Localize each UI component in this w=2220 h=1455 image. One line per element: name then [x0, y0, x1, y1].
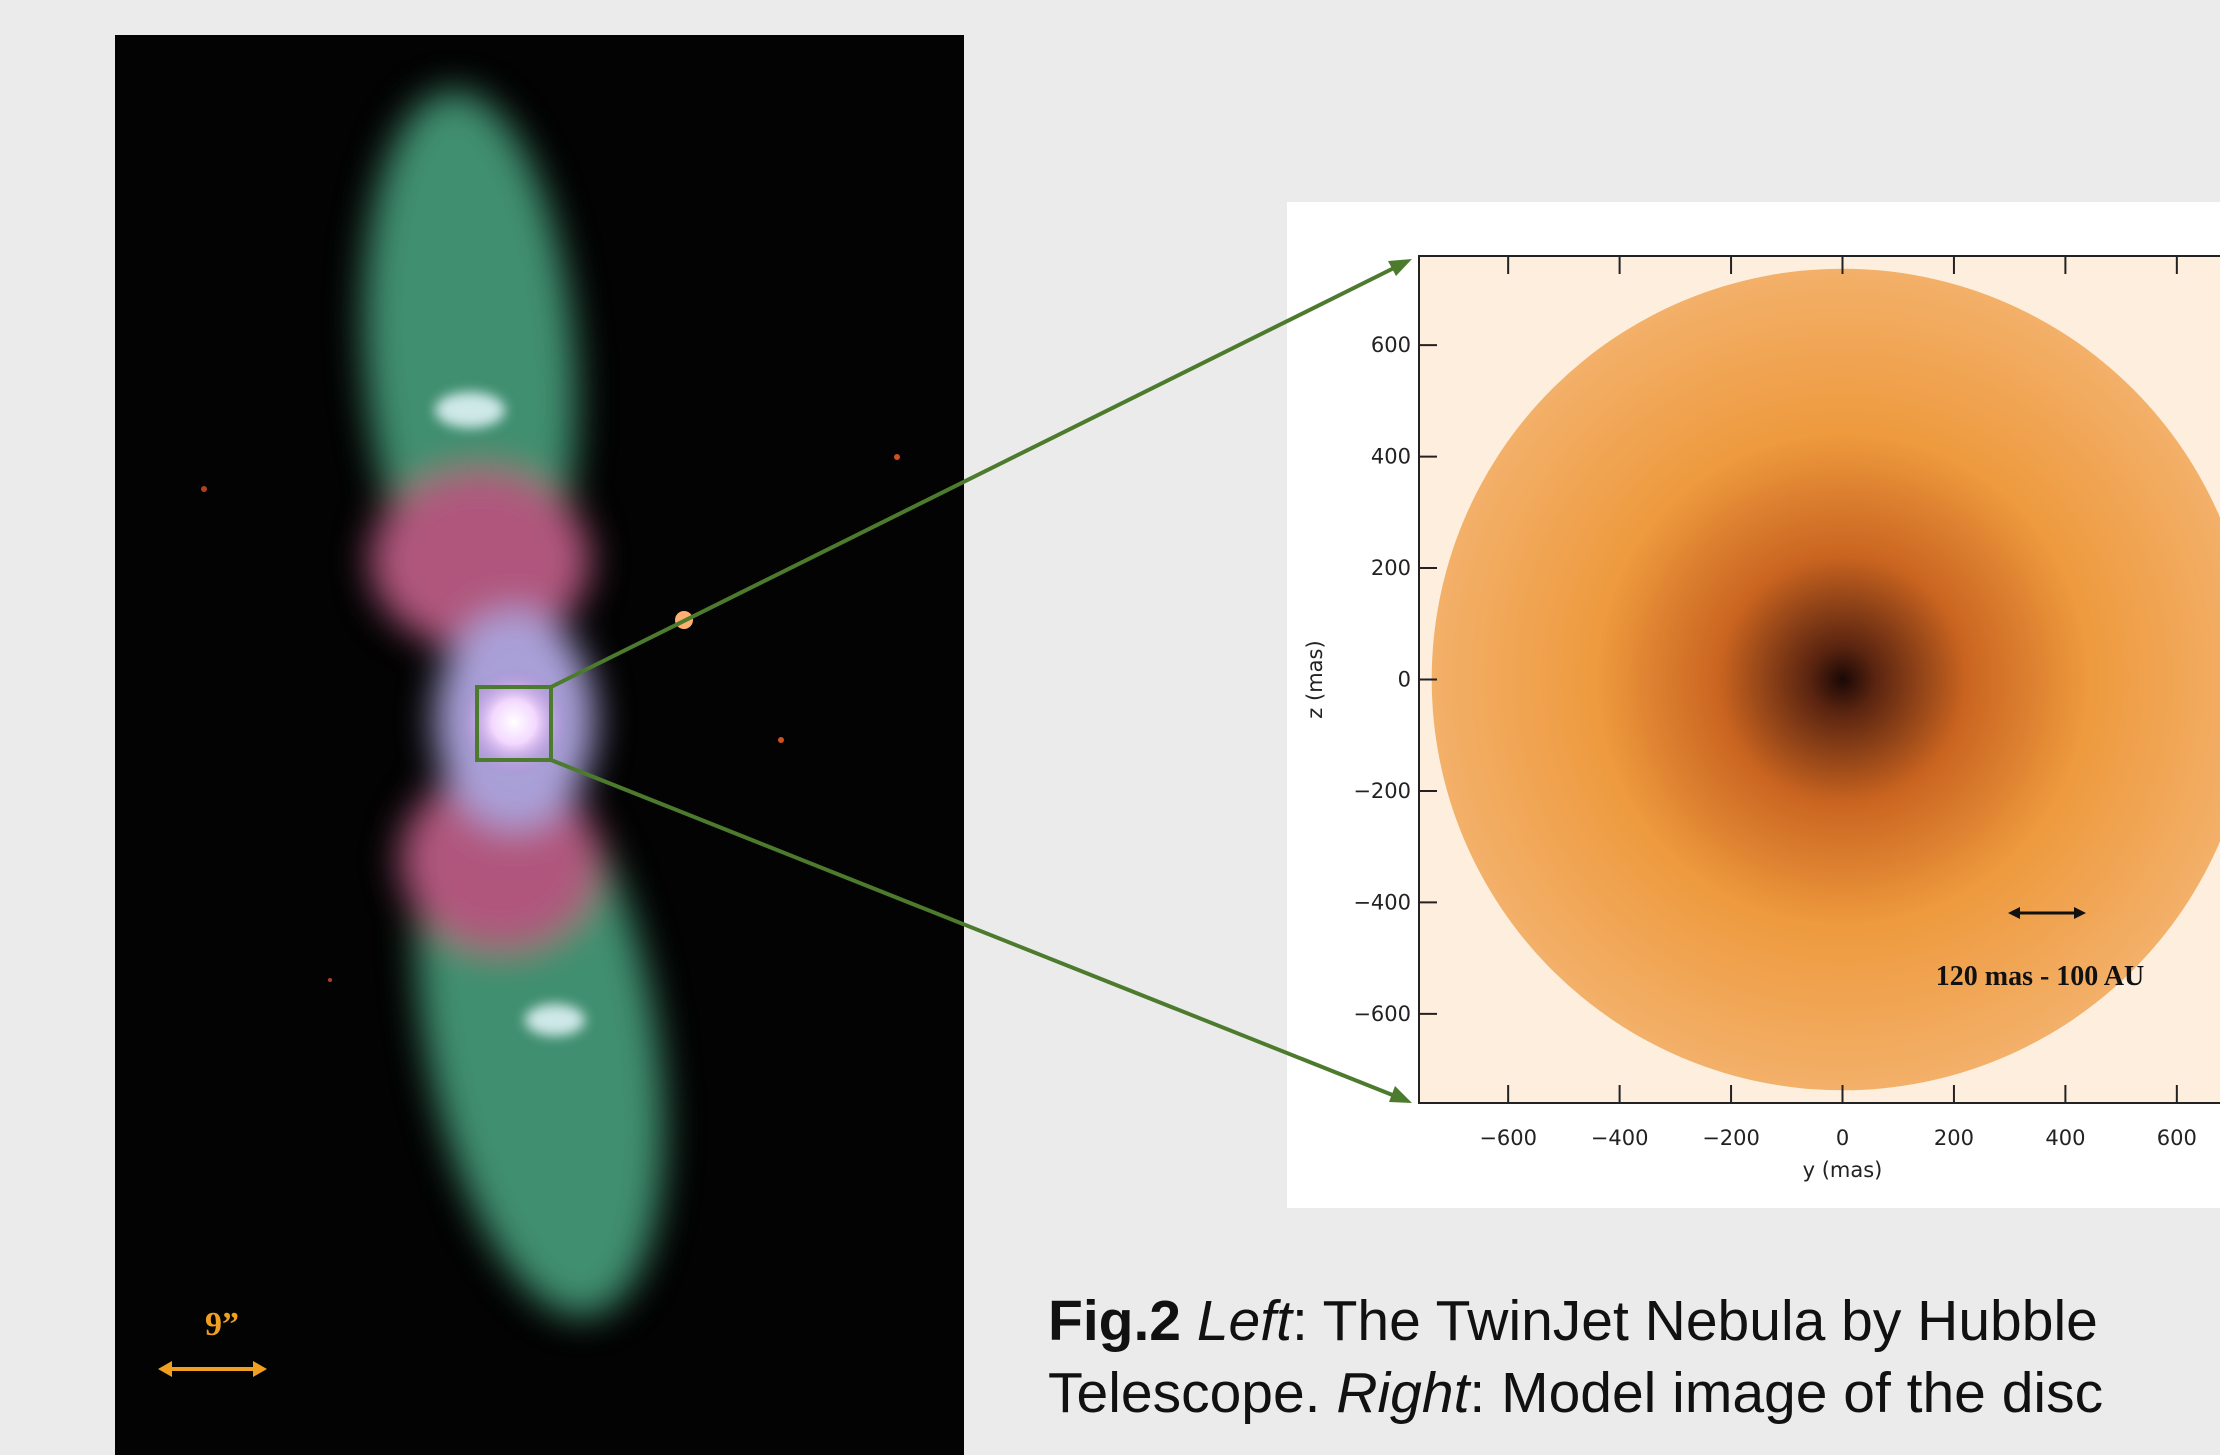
x-tick-label: 600 [2157, 1126, 2197, 1150]
caption-line: Fig.2 Left: The TwinJet Nebula by Hubble [1048, 1289, 2098, 1353]
x-tick-label: 0 [1836, 1126, 1849, 1150]
x-tick-label: 400 [2045, 1126, 2085, 1150]
caption-segment: Telescope. [1048, 1361, 1336, 1425]
figure: 9” −600 −400 −200 0 200 400 600 −600 −400 −200 0 20… [0, 0, 2220, 1455]
scale-label: 9” [205, 1306, 239, 1343]
y-tick-label: 400 [1371, 445, 1411, 469]
x-axis-label: y (mas) [1803, 1158, 1883, 1182]
y-tick-label: 0 [1398, 668, 1411, 692]
y-tick-label: −400 [1353, 890, 1411, 914]
caption-segment: Left [1197, 1289, 1294, 1353]
y-tick-label: −200 [1353, 779, 1411, 803]
caption-segment: Fig.2 [1048, 1289, 1197, 1353]
caption-segment: : The TwinJet Nebula by Hubble [1292, 1289, 2098, 1353]
nebula-image [115, 35, 964, 1455]
y-axis-label: z (mas) [1303, 640, 1327, 718]
plot: −600 −400 −200 0 200 400 600 −600 −400 −200 0 200 40… [1303, 256, 2220, 1182]
x-tick-label: −600 [1479, 1126, 1537, 1150]
caption-segment: : Model image of the disc [1469, 1361, 2103, 1425]
y-tick-label: −600 [1353, 1002, 1411, 1026]
scale-bar-label: 120 mas - 100 AU [1936, 961, 2144, 992]
caption-segment: Right [1336, 1361, 1471, 1425]
y-tick-label: 200 [1371, 556, 1411, 580]
caption-line: Telescope. Right: Model image of the dis… [1048, 1361, 2103, 1425]
page: 9” −600 −400 −200 0 200 400 600 −600 −400 −200 0 20… [0, 0, 2220, 1455]
x-tick-label: −200 [1702, 1126, 1760, 1150]
y-tick-label: 600 [1371, 333, 1411, 357]
x-tick-label: 200 [1934, 1126, 1974, 1150]
x-tick-label: −400 [1591, 1126, 1649, 1150]
